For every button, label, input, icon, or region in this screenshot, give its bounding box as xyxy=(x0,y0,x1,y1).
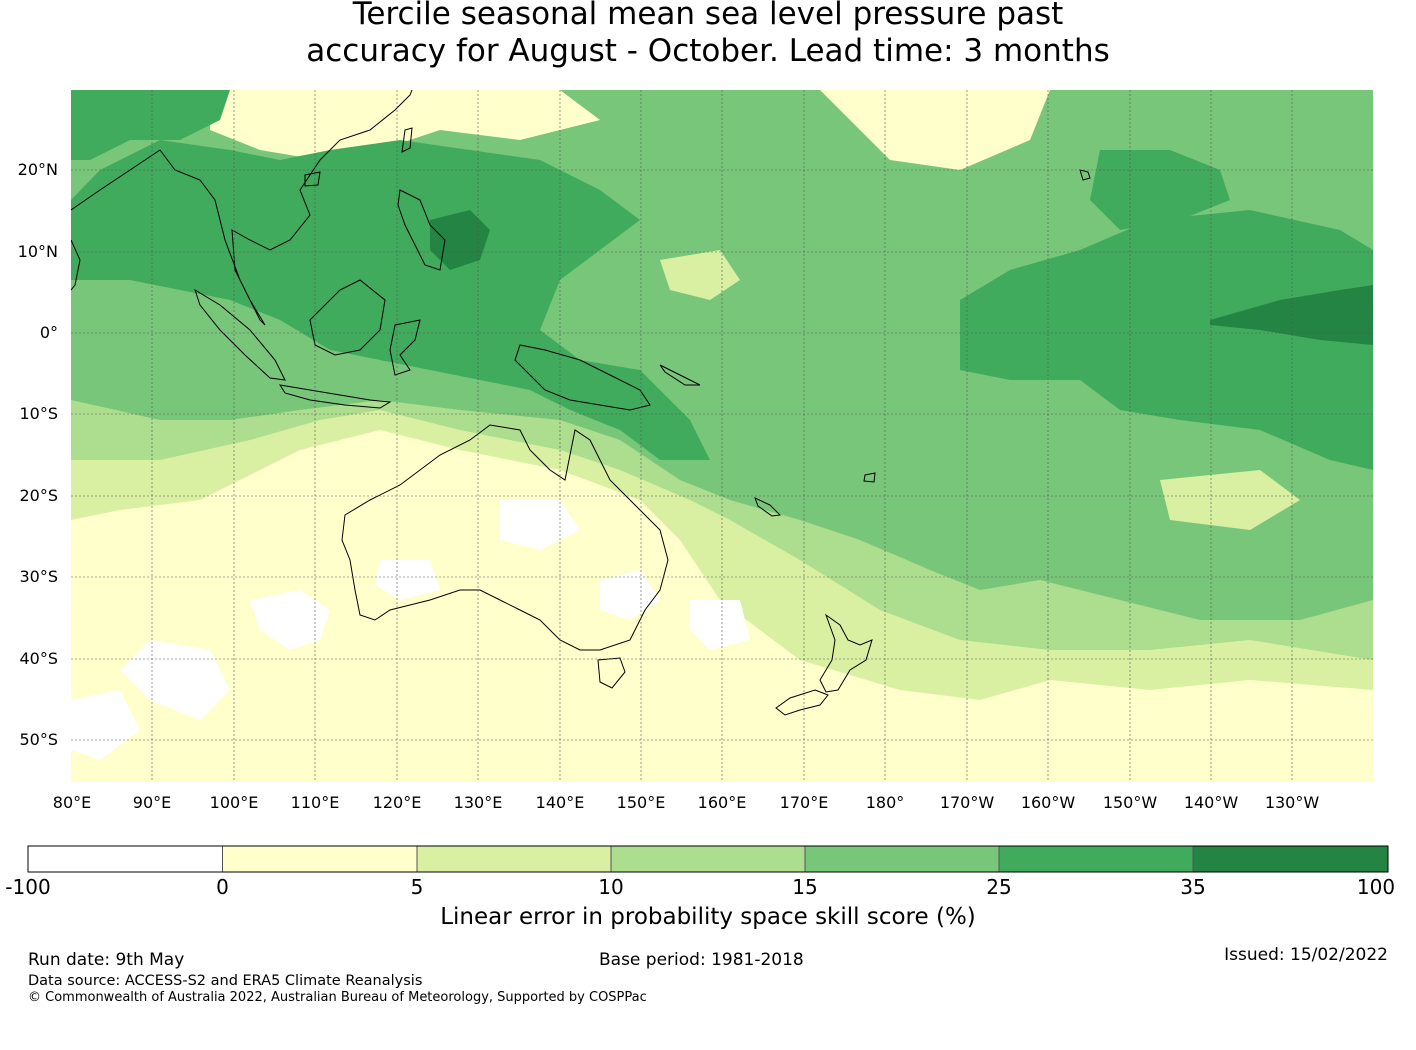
hainan-coastline xyxy=(304,171,321,187)
lat-label-40s: 40°S xyxy=(19,649,58,668)
australia-coastline xyxy=(341,424,669,651)
lat-label-0: 0° xyxy=(39,323,58,342)
skill-region-0-5-patch xyxy=(820,90,1050,170)
new-guinea-coastline xyxy=(514,344,651,411)
sulawesi-coastline xyxy=(389,319,421,376)
colorbar-tick-35: 35 xyxy=(1180,875,1206,899)
lon-label-150e: 150°E xyxy=(616,793,666,812)
skill-region-negative xyxy=(250,590,330,650)
india-coastline xyxy=(71,239,81,291)
colorbar-segment-35-100 xyxy=(1193,846,1388,872)
lon-label-100e: 100°E xyxy=(209,793,259,812)
lon-label-180: 180° xyxy=(865,793,905,812)
lon-label-150w: 150°W xyxy=(1102,793,1158,812)
skill-region-35-100 xyxy=(1210,285,1373,345)
fiji-coastline xyxy=(863,472,876,483)
colorbar xyxy=(27,845,1389,873)
lat-label-10n: 10°N xyxy=(17,242,58,261)
coastlines xyxy=(71,90,1091,716)
skill-region-negative xyxy=(690,600,750,650)
lat-label-50s: 50°S xyxy=(19,730,58,749)
base-period: Base period: 1981-2018 xyxy=(599,950,804,970)
java-coastline xyxy=(278,384,392,409)
lon-label-170e: 170°E xyxy=(779,793,829,812)
skill-region-negative xyxy=(71,690,140,760)
borneo-coastline xyxy=(309,279,386,356)
lat-label-10s: 10°S xyxy=(19,404,58,423)
lon-label-130w: 130°W xyxy=(1264,793,1320,812)
colorbar-tick-10: 10 xyxy=(598,875,624,899)
philippines-coastline xyxy=(397,189,446,271)
skill-region-0-5-patch xyxy=(210,90,600,160)
data-source: Data source: ACCESS-S2 and ERA5 Climate … xyxy=(28,973,423,989)
lon-label-80e: 80°E xyxy=(52,793,92,812)
skill-region-5-10-patch xyxy=(660,250,740,300)
lon-label-120e: 120°E xyxy=(372,793,422,812)
colorbar-tick-25: 25 xyxy=(986,875,1012,899)
map-area xyxy=(71,90,1373,782)
lon-label-130e: 130°E xyxy=(453,793,503,812)
lon-label-140e: 140°E xyxy=(535,793,585,812)
colorbar-tick-0: 0 xyxy=(216,875,229,899)
map-title-line-1: Tercile seasonal mean sea level pressure… xyxy=(352,0,1064,32)
hawaii-coastline xyxy=(1079,169,1091,181)
skill-region-25-35 xyxy=(71,140,710,460)
lon-label-140w: 140°W xyxy=(1183,793,1239,812)
copyright: © Commonwealth of Australia 2022, Austra… xyxy=(28,990,647,1005)
skill-region-negative xyxy=(500,500,580,550)
new-caledonia-coastline xyxy=(754,497,782,517)
colorbar-segment-5-10 xyxy=(417,846,611,872)
skill-region-negative xyxy=(375,560,440,600)
skill-region-25-35 xyxy=(71,90,230,160)
colorbar-label: Linear error in probability space skill … xyxy=(440,904,976,930)
lat-label-20n: 20°N xyxy=(17,160,58,179)
colorbar-segment-neg xyxy=(28,846,223,872)
new-zealand-south-coastline xyxy=(775,689,829,716)
skill-region-5-10-patch xyxy=(1160,470,1300,530)
colorbar-tick-15: 15 xyxy=(792,875,818,899)
skill-region-negative xyxy=(600,570,660,620)
run-date: Run date: 9th May xyxy=(28,950,185,970)
colorbar-segment-15-25 xyxy=(805,846,999,872)
lon-label-90e: 90°E xyxy=(132,793,172,812)
colorbar-tick-neg100: -100 xyxy=(5,875,51,899)
lon-label-170w: 170°W xyxy=(939,793,995,812)
taiwan-coastline xyxy=(401,127,413,153)
lon-label-160e: 160°E xyxy=(697,793,747,812)
skill-region-negative xyxy=(120,640,230,720)
lon-label-110e: 110°E xyxy=(290,793,340,812)
colorbar-segment-25-35 xyxy=(999,846,1193,872)
tasmania-coastline xyxy=(597,657,626,689)
new-zealand-north-coastline xyxy=(819,613,873,693)
solomon-islands-coastline xyxy=(659,364,701,386)
colorbar-segment-10-15 xyxy=(611,846,805,872)
lat-label-20s: 20°S xyxy=(19,486,58,505)
lon-label-160w: 160°W xyxy=(1020,793,1076,812)
colorbar-segment-0-5 xyxy=(222,846,417,872)
map-title-line-2: accuracy for August - October. Lead time… xyxy=(306,33,1110,69)
lat-label-30s: 30°S xyxy=(19,567,58,586)
sumatra-coastline xyxy=(194,288,286,381)
skill-region-35-100 xyxy=(430,210,490,270)
issued-date: Issued: 15/02/2022 xyxy=(1224,945,1388,965)
colorbar-tick-100: 100 xyxy=(1356,875,1396,899)
colorbar-tick-5: 5 xyxy=(410,875,424,899)
graticule xyxy=(71,90,1373,782)
skill-region-25-35 xyxy=(960,210,1373,470)
